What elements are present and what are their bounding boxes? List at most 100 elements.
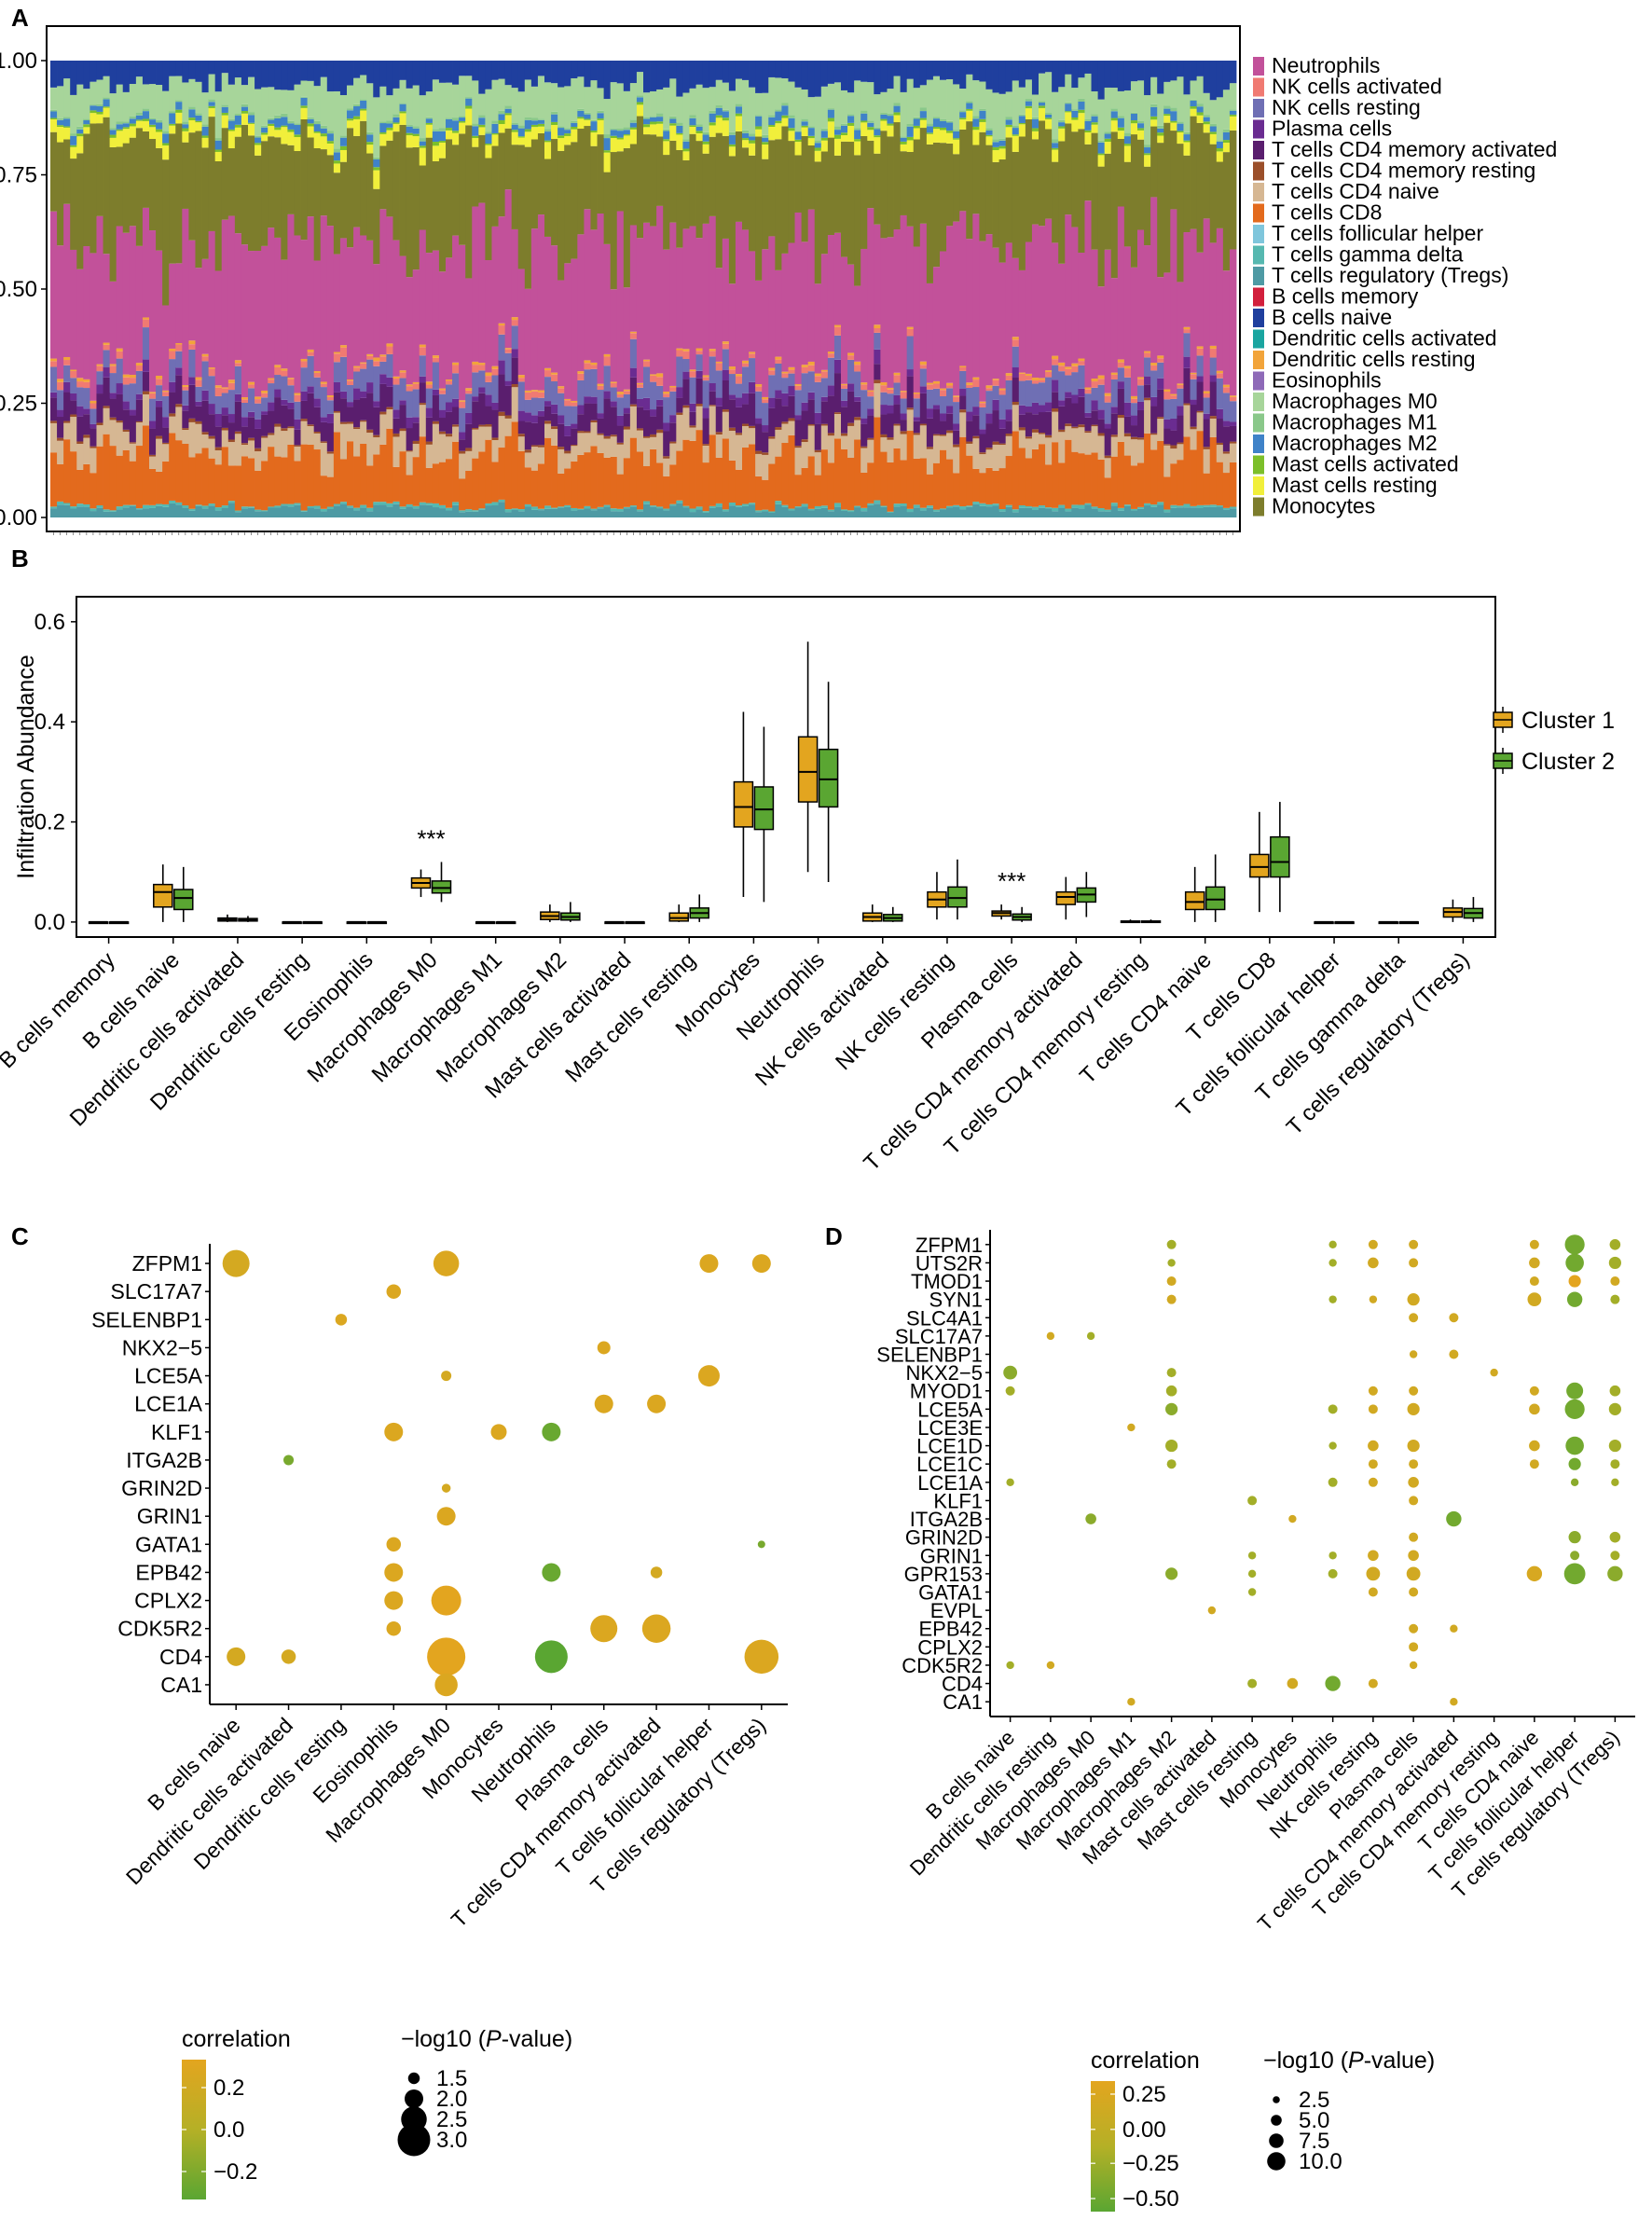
dot-gata1-nk-cells-resting (1368, 1587, 1378, 1597)
dot-cdk5r2-plasma-cells (590, 1615, 618, 1643)
segment-macrophages-m2 (188, 109, 196, 118)
segment-t-cells-cd4-memory-resting (682, 405, 690, 408)
segment-t-cells-cd8 (735, 469, 743, 506)
segment-nk-cells-resting (1190, 379, 1197, 400)
segment-mast-cells-activated (584, 118, 591, 120)
segment-macrophages-m2 (1071, 110, 1079, 117)
segment-t-cells-cd4-memory-resting (926, 447, 934, 449)
segment-t-cells-gamma-delta (794, 506, 802, 508)
segment-t-cells-gamma-delta (281, 503, 288, 506)
segment-nk-cells-resting (50, 366, 58, 393)
segment-macrophages-m0 (768, 76, 776, 116)
segment-t-cells-cd4-memory-activated (1144, 384, 1151, 398)
segment-nk-cells-resting (195, 386, 202, 402)
box-body (153, 883, 173, 908)
segment-t-cells-regulatory-tregs (603, 506, 612, 517)
segment-macrophages-m0 (320, 76, 328, 126)
sample-bar (57, 61, 64, 535)
sample-bar (1005, 61, 1013, 535)
sample-bar (1025, 61, 1033, 535)
sample-bar (122, 61, 131, 535)
segment-t-cells-cd4-memory-activated (175, 375, 183, 405)
segment-b-cells-naive (50, 61, 58, 88)
segment-b-cells-naive (788, 61, 795, 82)
segment-t-cells-cd4-memory-resting (610, 434, 618, 437)
segment-t-cells-cd4-memory-resting (373, 434, 380, 438)
segment-plasma-cells (946, 406, 954, 414)
segment-nk-cells-resting (268, 383, 275, 403)
segment-b-cells-naive (300, 61, 308, 81)
segment-mast-cells-activated (459, 120, 466, 123)
segment-plasma-cells (70, 393, 77, 401)
segment-t-cells-regulatory-tregs (227, 503, 236, 517)
segment-t-cells-cd4-memory-activated (498, 374, 505, 412)
segment-t-cells-regulatory-tregs (1058, 507, 1066, 517)
sample-bar (1190, 61, 1197, 535)
segment-b-cells-naive (820, 61, 829, 87)
segment-t-cells-cd8 (702, 462, 710, 512)
segment-t-cells-cd4-memory-activated (1137, 409, 1145, 438)
segment-t-cells-cd4-memory-activated (992, 410, 999, 442)
segment-mast-cells-activated (887, 123, 894, 126)
segment-t-cells-cd4-memory-resting (636, 428, 644, 431)
segment-t-cells-cd4-memory-activated (755, 423, 763, 451)
segment-monocytes (1183, 155, 1191, 233)
segment-nk-cells-resting (353, 371, 361, 389)
segment-t-cells-cd8 (122, 449, 131, 505)
segment-plasma-cells (412, 417, 420, 423)
segment-t-cells-cd8 (880, 451, 888, 506)
dot-syn1-nk-cells-resting (1369, 1295, 1378, 1303)
segment-t-cells-cd4-memory-resting (76, 441, 84, 445)
segment-t-cells-cd8 (788, 434, 795, 509)
segment-t-cells-cd4-memory-activated (208, 414, 216, 436)
dot-grin1-macrophages-m0 (436, 1507, 456, 1526)
sample-bar (1078, 61, 1085, 535)
segment-nk-cells-activated (1031, 380, 1039, 384)
segment-mast-cells-activated (749, 140, 756, 144)
segment-macrophages-m0 (1123, 90, 1132, 133)
segment-neutrophils (175, 263, 183, 344)
sample-bar (425, 61, 434, 535)
segment-nk-cells-resting (1216, 378, 1224, 409)
segment-t-cells-gamma-delta (360, 504, 367, 508)
segment-t-cells-cd4-memory-activated (530, 422, 539, 446)
segment-dendritic-cells-resting (530, 390, 539, 392)
segment-t-cells-regulatory-tregs (544, 508, 552, 517)
segment-nk-cells-resting (1025, 379, 1033, 407)
segment-t-cells-cd4-memory-resting (775, 427, 782, 430)
segment-b-cells-naive (491, 61, 499, 80)
sample-bar (287, 61, 295, 535)
segment-dendritic-cells-resting (775, 356, 782, 360)
segment-monocytes (419, 165, 427, 230)
segment-t-cells-cd4-naive (728, 431, 737, 461)
segment-t-cells-regulatory-tregs (524, 506, 532, 517)
segment-macrophages-m2 (636, 97, 644, 103)
segment-t-cells-cd4-naive (1018, 430, 1026, 448)
segment-monocytes (629, 144, 638, 226)
segment-t-cells-cd8 (425, 467, 434, 503)
segment-mast-cells-activated (1012, 134, 1020, 136)
segment-t-cells-cd4-memory-activated (749, 393, 756, 426)
segment-mast-cells-activated (762, 142, 769, 145)
segment-mast-cells-activated (274, 127, 282, 131)
segment-t-cells-regulatory-tregs (446, 510, 453, 517)
box-cluster-1-mast-cells-resting (668, 904, 689, 922)
segment-t-cells-cd4-memory-activated (1229, 425, 1237, 442)
segment-t-cells-cd4-naive (966, 443, 973, 456)
segment-dendritic-cells-resting (1163, 389, 1171, 392)
segment-macrophages-m1 (307, 117, 315, 119)
segment-t-cells-cd4-naive (992, 444, 999, 471)
segment-t-cells-cd4-naive (715, 434, 723, 458)
segment-plasma-cells (109, 393, 117, 399)
gene-label-myod1: MYOD1 (910, 1380, 983, 1403)
segment-b-cells-naive (234, 61, 242, 78)
gene-label-nkx2-5: NKX2−5 (122, 1335, 202, 1359)
segment-mast-cells-activated (1117, 127, 1125, 131)
segment-b-cells-naive (966, 61, 973, 75)
segment-neutrophils (1229, 249, 1237, 396)
segment-mast-cells-activated (234, 124, 242, 128)
sample-bar (156, 61, 163, 535)
segment-b-cells-naive (379, 61, 387, 87)
segment-nk-cells-resting (103, 350, 110, 368)
legend-swatch-macrophages-m2 (1253, 434, 1264, 453)
